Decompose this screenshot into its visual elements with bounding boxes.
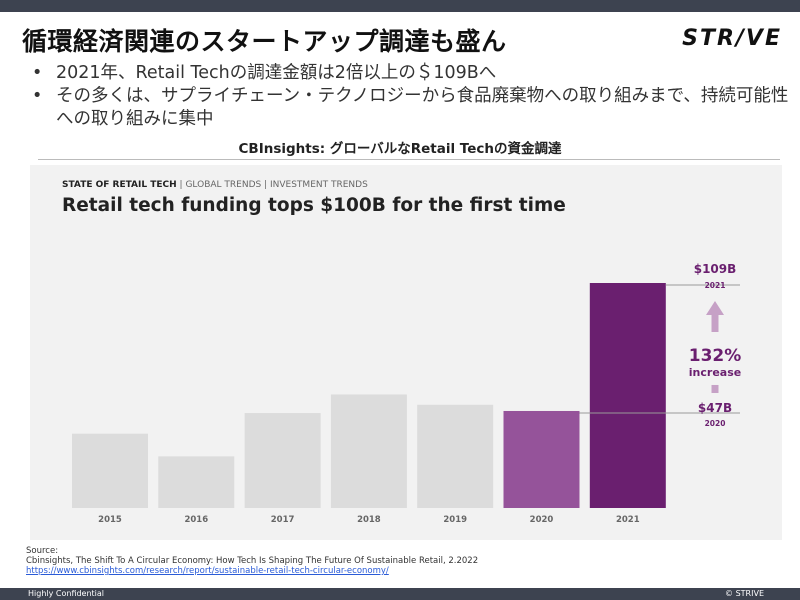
source-block: Source: Cbinsights, The Shift To A Circu… xyxy=(26,546,478,576)
bullet-item: その多くは、サプライチェーン・テクノロジーから食品廃棄物への取り組みまで、持続可… xyxy=(32,85,792,131)
chart-panel: STATE OF RETAIL TECH | GLOBAL TRENDS | I… xyxy=(30,165,782,540)
bar-2017 xyxy=(244,413,321,508)
strive-logo: STR/VE xyxy=(682,26,782,51)
chart-title: Retail tech funding tops $100B for the f… xyxy=(62,195,566,216)
bullet-list: 2021年、Retail Techの調達金額は2倍以上の＄109Bへ その多くは… xyxy=(32,62,792,131)
annotation-base-year: 2020 xyxy=(705,419,726,428)
annotation-top-value: $109B xyxy=(694,262,737,276)
x-tick-label: 2018 xyxy=(357,515,381,525)
up-arrow-head-icon xyxy=(706,301,724,315)
confidential-label: Highly Confidential xyxy=(28,589,105,598)
annotation-base-value: $47B xyxy=(698,401,732,415)
x-tick-label: 2020 xyxy=(530,515,554,525)
chart-kicker-part: INVESTMENT TRENDS xyxy=(267,180,368,190)
x-tick-label: 2016 xyxy=(184,515,208,525)
annotation-top-year: 2021 xyxy=(705,281,726,290)
copyright-label: © STRIVE xyxy=(725,589,764,598)
chart-kicker-part: GLOBAL TRENDS xyxy=(183,180,262,190)
source-citation: Cbinsights, The Shift To A Circular Econ… xyxy=(26,556,479,566)
bar-2019 xyxy=(417,404,494,508)
annotation-increase-word: increase xyxy=(689,366,741,379)
source-link[interactable]: https://www.cbinsights.com/research/repo… xyxy=(26,566,389,576)
x-tick-label: 2021 xyxy=(616,515,640,525)
bar-2018 xyxy=(330,394,407,508)
up-arrow-shaft xyxy=(711,314,719,332)
source-label: Source: xyxy=(26,546,59,556)
chart-caption: CBInsights: グローバルなRetail Techの資金調達 xyxy=(238,141,562,157)
bar-2016 xyxy=(158,456,235,508)
bar-2020 xyxy=(503,410,580,508)
slide-title: 循環経済関連のスタートアップ調達も盛ん xyxy=(22,27,507,56)
arrow-lower-shaft xyxy=(711,384,719,393)
chart-kicker-part: STATE OF RETAIL TECH xyxy=(62,180,177,190)
x-tick-label: 2017 xyxy=(271,515,295,525)
chart-kicker-part: | xyxy=(177,180,183,190)
bar-2015 xyxy=(72,433,148,508)
bar-2021 xyxy=(589,283,666,508)
x-tick-label: 2019 xyxy=(443,515,467,525)
chart-kicker: STATE OF RETAIL TECH | GLOBAL TRENDS | I… xyxy=(62,180,368,190)
annotation-increase-pct: 132% xyxy=(689,346,742,366)
x-tick-label: 2015 xyxy=(98,515,122,525)
top-bar xyxy=(0,0,800,12)
bottom-bar: Highly Confidential © STRIVE xyxy=(0,588,800,600)
chart-kicker-part: | xyxy=(261,180,267,190)
funding-chart: STATE OF RETAIL TECH | GLOBAL TRENDS | I… xyxy=(62,180,742,525)
caption-divider xyxy=(38,159,780,160)
bullet-item: 2021年、Retail Techの調達金額は2倍以上の＄109Bへ xyxy=(32,62,792,85)
